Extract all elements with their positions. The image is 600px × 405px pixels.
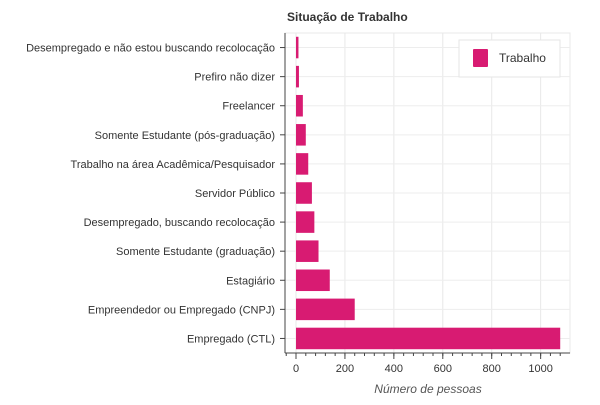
category-label: Prefiro não dizer xyxy=(194,72,275,84)
category-label: Empregado (CTL) xyxy=(187,333,275,345)
category-label: Somente Estudante (graduação) xyxy=(116,246,275,258)
bar[interactable] xyxy=(296,153,309,175)
bar[interactable] xyxy=(296,211,315,233)
category-label: Desempregado e não estou buscando recolo… xyxy=(26,43,275,55)
category-label: Servidor Público xyxy=(195,188,275,200)
legend-swatch xyxy=(473,49,488,67)
x-tick-label: 200 xyxy=(336,363,354,375)
category-label: Estagiário xyxy=(226,275,275,287)
x-tick-label: 0 xyxy=(293,363,299,375)
bar[interactable] xyxy=(296,240,319,262)
category-label: Desempregado, buscando recolocação xyxy=(84,217,275,229)
x-tick-label: 600 xyxy=(434,363,452,375)
bar[interactable] xyxy=(296,269,330,292)
x-axis: 0 200 400 600 800 1000 xyxy=(280,33,570,375)
bar[interactable] xyxy=(296,94,303,117)
category-label: Freelancer xyxy=(222,101,275,113)
legend[interactable]: Trabalho xyxy=(458,39,561,78)
x-tick-label: 400 xyxy=(385,363,403,375)
x-tick-label: 800 xyxy=(483,363,501,375)
bar[interactable] xyxy=(296,36,299,59)
category-label: Empreendedor ou Empregado (CNPJ) xyxy=(88,304,275,316)
category-label: Somente Estudante (pós-graduação) xyxy=(95,130,275,142)
bars xyxy=(296,36,561,350)
category-label: Trabalho na área Acadêmica/Pesquisador xyxy=(71,159,276,171)
legend-label: Trabalho xyxy=(499,51,546,65)
bar[interactable] xyxy=(296,298,355,321)
bar[interactable] xyxy=(296,124,306,146)
bar[interactable] xyxy=(296,327,561,350)
category-labels: Desempregado e não estou buscando recolo… xyxy=(26,43,275,346)
bar[interactable] xyxy=(296,65,299,88)
x-tick-label: 1000 xyxy=(528,363,552,375)
chart-title: Situação de Trabalho xyxy=(287,10,408,24)
x-axis-label: Número de pessoas xyxy=(374,382,481,396)
bar[interactable] xyxy=(296,182,312,204)
